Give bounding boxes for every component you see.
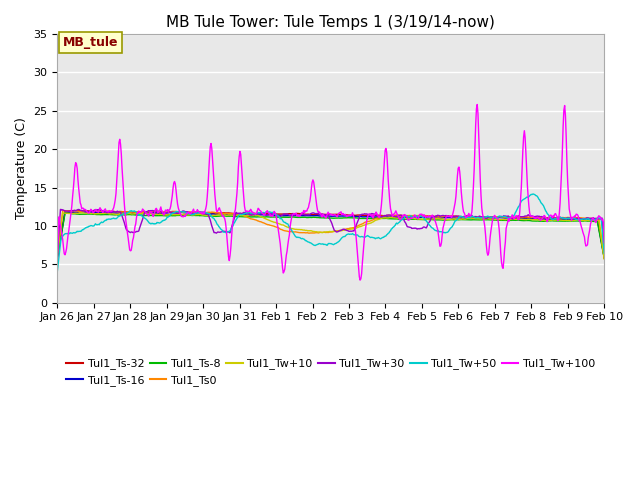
Tul1_Ts-8 bbox=[62, 210, 70, 216]
Tul1_Tw+50 bbox=[54, 268, 61, 274]
Tul1_Tw+10 bbox=[414, 216, 422, 222]
Tul1_Tw+30 bbox=[398, 214, 406, 219]
Tul1_Tw+30 bbox=[120, 220, 128, 226]
Tul1_Ts-32 bbox=[600, 254, 608, 260]
Tul1_Tw+100 bbox=[474, 102, 481, 108]
Tul1_Ts-32 bbox=[63, 208, 71, 214]
Tul1_Tw+50 bbox=[397, 217, 405, 223]
Tul1_Ts-32 bbox=[398, 213, 406, 218]
Tul1_Tw+50 bbox=[175, 209, 183, 215]
Tul1_Ts-16 bbox=[120, 210, 128, 216]
Line: Tul1_Tw+30: Tul1_Tw+30 bbox=[58, 209, 604, 256]
Tul1_Tw+10 bbox=[205, 213, 212, 218]
Line: Tul1_Tw+100: Tul1_Tw+100 bbox=[58, 105, 604, 280]
Tul1_Ts-16 bbox=[80, 209, 88, 215]
Tul1_Tw+10 bbox=[63, 210, 71, 216]
Tul1_Tw+100 bbox=[175, 207, 183, 213]
Tul1_Tw+30 bbox=[600, 247, 608, 252]
Tul1_Tw+10 bbox=[120, 211, 128, 216]
Tul1_Tw+30 bbox=[56, 206, 64, 212]
Tul1_Ts-32 bbox=[54, 254, 61, 260]
Line: Tul1_Tw+10: Tul1_Tw+10 bbox=[58, 213, 604, 259]
Tul1_Tw+30 bbox=[414, 226, 422, 231]
Tul1_Tw+50 bbox=[600, 251, 608, 256]
Tul1_Ts-8 bbox=[205, 213, 212, 219]
Tul1_Ts-16 bbox=[63, 209, 71, 215]
Tul1_Ts-32 bbox=[205, 210, 212, 216]
Tul1_Ts0 bbox=[54, 251, 61, 256]
Line: Tul1_Ts0: Tul1_Ts0 bbox=[58, 211, 604, 259]
Tul1_Tw+10 bbox=[398, 216, 406, 221]
Tul1_Tw+50 bbox=[530, 191, 538, 197]
Tul1_Ts0 bbox=[600, 256, 608, 262]
Tul1_Ts-32 bbox=[70, 208, 77, 214]
Tul1_Tw+10 bbox=[176, 212, 184, 217]
Tul1_Ts-16 bbox=[205, 211, 212, 217]
Tul1_Ts-8 bbox=[120, 212, 128, 218]
Tul1_Ts-16 bbox=[398, 215, 406, 220]
Tul1_Ts0 bbox=[398, 213, 406, 219]
Tul1_Tw+50 bbox=[413, 213, 421, 219]
Y-axis label: Temperature (C): Temperature (C) bbox=[15, 118, 28, 219]
Line: Tul1_Tw+50: Tul1_Tw+50 bbox=[58, 194, 604, 271]
Tul1_Tw+100 bbox=[63, 239, 71, 245]
Text: MB_tule: MB_tule bbox=[63, 36, 118, 49]
Line: Tul1_Ts-32: Tul1_Ts-32 bbox=[58, 211, 604, 257]
Tul1_Tw+100 bbox=[398, 215, 406, 221]
Tul1_Tw+50 bbox=[63, 231, 71, 237]
Tul1_Ts0 bbox=[205, 209, 212, 215]
Tul1_Tw+100 bbox=[414, 216, 422, 222]
Tul1_Tw+10 bbox=[54, 252, 61, 257]
Tul1_Tw+100 bbox=[356, 277, 364, 283]
Tul1_Tw+30 bbox=[64, 208, 72, 214]
Tul1_Ts0 bbox=[120, 209, 128, 215]
Tul1_Ts-8 bbox=[54, 255, 61, 261]
Tul1_Ts0 bbox=[91, 208, 99, 214]
Tul1_Ts-32 bbox=[414, 213, 422, 218]
Tul1_Tw+50 bbox=[204, 211, 212, 216]
Tul1_Ts-32 bbox=[176, 210, 184, 216]
Tul1_Tw+30 bbox=[205, 213, 212, 219]
Tul1_Ts-8 bbox=[176, 213, 184, 218]
Title: MB Tule Tower: Tule Temps 1 (3/19/14-now): MB Tule Tower: Tule Temps 1 (3/19/14-now… bbox=[166, 15, 495, 30]
Tul1_Tw+10 bbox=[78, 210, 86, 216]
Tul1_Ts0 bbox=[414, 213, 422, 218]
Tul1_Tw+10 bbox=[600, 256, 608, 262]
Legend: Tul1_Ts-32, Tul1_Ts-16, Tul1_Ts-8, Tul1_Ts0, Tul1_Tw+10, Tul1_Tw+30, Tul1_Tw+50,: Tul1_Ts-32, Tul1_Ts-16, Tul1_Ts-8, Tul1_… bbox=[62, 354, 600, 390]
Tul1_Ts0 bbox=[176, 209, 184, 215]
Tul1_Tw+100 bbox=[120, 190, 127, 195]
Tul1_Ts-16 bbox=[600, 255, 608, 261]
Tul1_Tw+30 bbox=[176, 210, 184, 216]
Tul1_Ts0 bbox=[63, 208, 71, 214]
Tul1_Ts-8 bbox=[600, 255, 608, 261]
Tul1_Ts-16 bbox=[414, 215, 422, 220]
Line: Tul1_Ts-8: Tul1_Ts-8 bbox=[58, 213, 604, 258]
Tul1_Ts-32 bbox=[120, 209, 128, 215]
Tul1_Tw+50 bbox=[120, 211, 127, 216]
Tul1_Tw+100 bbox=[600, 240, 608, 246]
Tul1_Tw+100 bbox=[54, 255, 61, 261]
Tul1_Tw+30 bbox=[54, 253, 61, 259]
Line: Tul1_Ts-16: Tul1_Ts-16 bbox=[58, 212, 604, 258]
Tul1_Ts-16 bbox=[176, 212, 184, 217]
Tul1_Ts-8 bbox=[398, 216, 406, 222]
Tul1_Ts-16 bbox=[54, 255, 61, 261]
Tul1_Tw+100 bbox=[204, 183, 212, 189]
Tul1_Ts-8 bbox=[414, 216, 422, 222]
Tul1_Ts-8 bbox=[64, 210, 72, 216]
